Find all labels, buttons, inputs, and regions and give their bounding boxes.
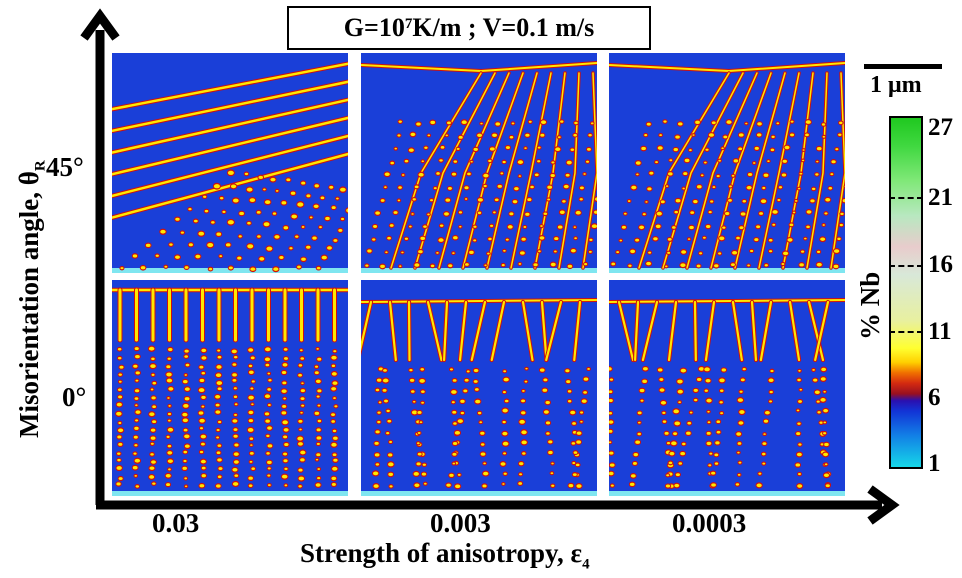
colorbar-title: % Nb <box>855 271 885 340</box>
y-tick-45: 45° <box>46 152 84 182</box>
panel-0deg-0.03 <box>112 280 348 496</box>
colorbar-tick-21 <box>889 197 923 199</box>
y-axis-label: Misorientation angle, θR <box>14 160 49 438</box>
x-tick-0.003: 0.003 <box>430 508 491 538</box>
colorbar-label-1: 1 <box>928 450 941 477</box>
scale-bar-label: 1 μm <box>870 72 922 98</box>
colorbar <box>889 116 923 469</box>
colorbar-label-6: 6 <box>928 384 941 411</box>
title-exponent: 7 <box>404 15 413 32</box>
colorbar-label-27: 27 <box>928 114 953 141</box>
panel-45deg-0.003 <box>361 53 597 273</box>
title-prefix: G=10 <box>343 13 405 42</box>
colorbar-label-11: 11 <box>928 318 952 345</box>
x-tick-0.0003: 0.0003 <box>672 508 747 538</box>
scale-bar <box>864 64 942 69</box>
x-tick-0.03: 0.03 <box>152 508 200 538</box>
panel-0deg-0.003 <box>361 280 597 496</box>
x-axis-label: Strength of anisotropy, ε4 <box>300 538 590 573</box>
panel-45deg-0.0003 <box>609 53 845 273</box>
title-suffix: K/m ; V=0.1 m/s <box>412 13 595 42</box>
colorbar-tick-16 <box>889 265 923 267</box>
colorbar-label-16: 16 <box>928 251 953 278</box>
figure-title: G=10 7 K/m ; V=0.1 m/s <box>287 6 651 50</box>
colorbar-label-21: 21 <box>928 184 953 211</box>
panel-0deg-0.0003 <box>609 280 845 496</box>
panel-45deg-0.03 <box>112 53 348 273</box>
colorbar-tick-11 <box>889 331 923 333</box>
y-tick-0: 0° <box>62 382 87 412</box>
